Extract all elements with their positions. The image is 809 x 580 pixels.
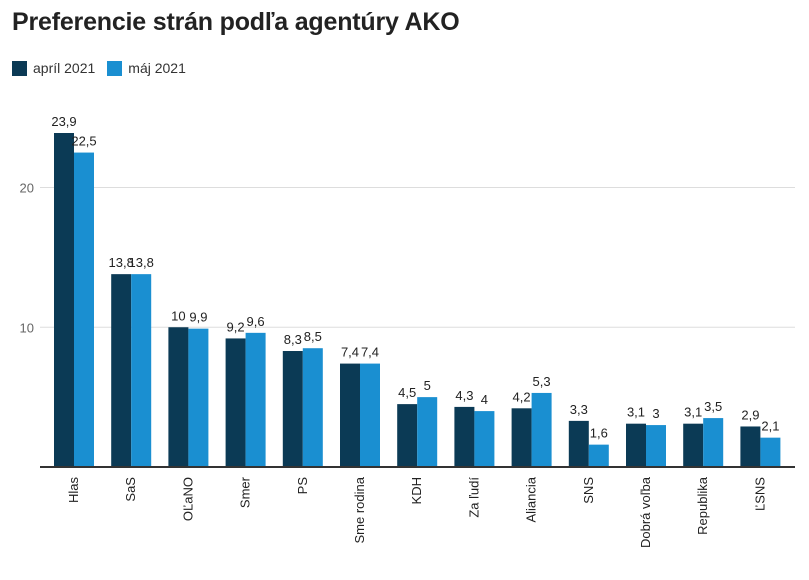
bar-april-5 <box>340 363 360 467</box>
bar-april-6 <box>397 404 418 467</box>
value-label-april-5: 7,4 <box>341 345 359 360</box>
category-label-12: ĽSNS <box>752 477 767 511</box>
category-label-3: Smer <box>238 476 253 508</box>
value-label-may-3: 9,6 <box>247 314 265 329</box>
value-label-may-11: 3,5 <box>704 399 722 414</box>
value-label-april-11: 3,1 <box>684 405 702 420</box>
value-label-may-5: 7,4 <box>361 345 379 360</box>
value-label-april-0: 23,9 <box>51 114 76 129</box>
bar-may-5 <box>360 363 380 467</box>
y-tick-label-10: 10 <box>20 320 34 335</box>
value-label-april-8: 4,2 <box>513 389 531 404</box>
value-label-may-9: 1,6 <box>590 426 608 441</box>
bar-may-1 <box>131 274 152 467</box>
bar-april-8 <box>511 408 532 467</box>
bar-may-4 <box>302 348 323 467</box>
bar-may-0 <box>74 152 94 467</box>
bar-april-0 <box>54 133 74 467</box>
bar-may-10 <box>646 425 666 467</box>
value-label-may-8: 5,3 <box>533 374 551 389</box>
value-label-may-7: 4 <box>481 392 488 407</box>
chart-legend: apríl 2021 máj 2021 <box>12 60 198 76</box>
bar-april-2 <box>168 327 189 467</box>
value-label-april-10: 3,1 <box>627 405 645 420</box>
bar-april-10 <box>626 423 646 467</box>
chart-title: Preferencie strán podľa agentúry AKO <box>12 8 460 36</box>
value-label-april-2: 10 <box>171 308 185 323</box>
category-label-4: PS <box>295 477 310 495</box>
category-label-6: KDH <box>409 477 424 504</box>
value-label-may-6: 5 <box>424 378 431 393</box>
category-label-0: Hlas <box>66 477 81 504</box>
value-label-april-1: 13,8 <box>109 255 134 270</box>
bar-april-9 <box>568 420 589 467</box>
value-label-april-3: 9,2 <box>227 319 245 334</box>
value-label-may-0: 22,5 <box>71 134 96 149</box>
legend-swatch-april <box>12 60 27 76</box>
value-label-april-7: 4,3 <box>455 388 473 403</box>
category-label-9: SNS <box>581 477 596 504</box>
value-label-april-12: 2,9 <box>741 407 759 422</box>
value-label-may-12: 2,1 <box>761 419 779 434</box>
category-label-5: Sme rodina <box>352 476 367 543</box>
bar-may-2 <box>188 328 209 467</box>
value-label-april-9: 3,3 <box>570 402 588 417</box>
bar-april-11 <box>683 423 704 467</box>
category-label-7: Za ľudí <box>466 477 481 518</box>
category-label-1: SaS <box>123 477 138 502</box>
bar-april-7 <box>454 406 475 467</box>
category-label-2: OĽaNO <box>180 477 195 521</box>
bar-april-3 <box>225 338 246 467</box>
bar-april-1 <box>111 274 132 467</box>
value-label-may-2: 9,9 <box>189 310 207 325</box>
y-tick-label-20: 20 <box>20 181 34 196</box>
value-label-may-10: 3 <box>652 406 659 421</box>
bar-may-12 <box>760 437 781 467</box>
bar-april-12 <box>740 426 761 467</box>
legend-item-may: máj 2021 <box>107 60 186 76</box>
value-label-may-4: 8,5 <box>304 329 322 344</box>
bar-april-4 <box>282 351 303 467</box>
category-label-11: Republika <box>695 476 710 535</box>
bar-may-7 <box>474 411 495 467</box>
legend-swatch-may <box>107 60 123 76</box>
value-label-april-6: 4,5 <box>398 385 416 400</box>
category-label-8: Aliancia <box>524 476 539 522</box>
value-label-april-4: 8,3 <box>284 332 302 347</box>
category-label-10: Dobrá voľba <box>638 476 653 548</box>
bar-may-9 <box>588 444 609 467</box>
legend-item-april: apríl 2021 <box>12 60 95 76</box>
bar-may-6 <box>417 397 438 467</box>
legend-label-april: apríl 2021 <box>33 60 96 76</box>
value-label-may-1: 13,8 <box>129 255 154 270</box>
bar-may-8 <box>531 392 552 467</box>
bar-may-11 <box>703 418 724 467</box>
bar-may-3 <box>245 332 266 467</box>
legend-label-may: máj 2021 <box>128 60 186 76</box>
